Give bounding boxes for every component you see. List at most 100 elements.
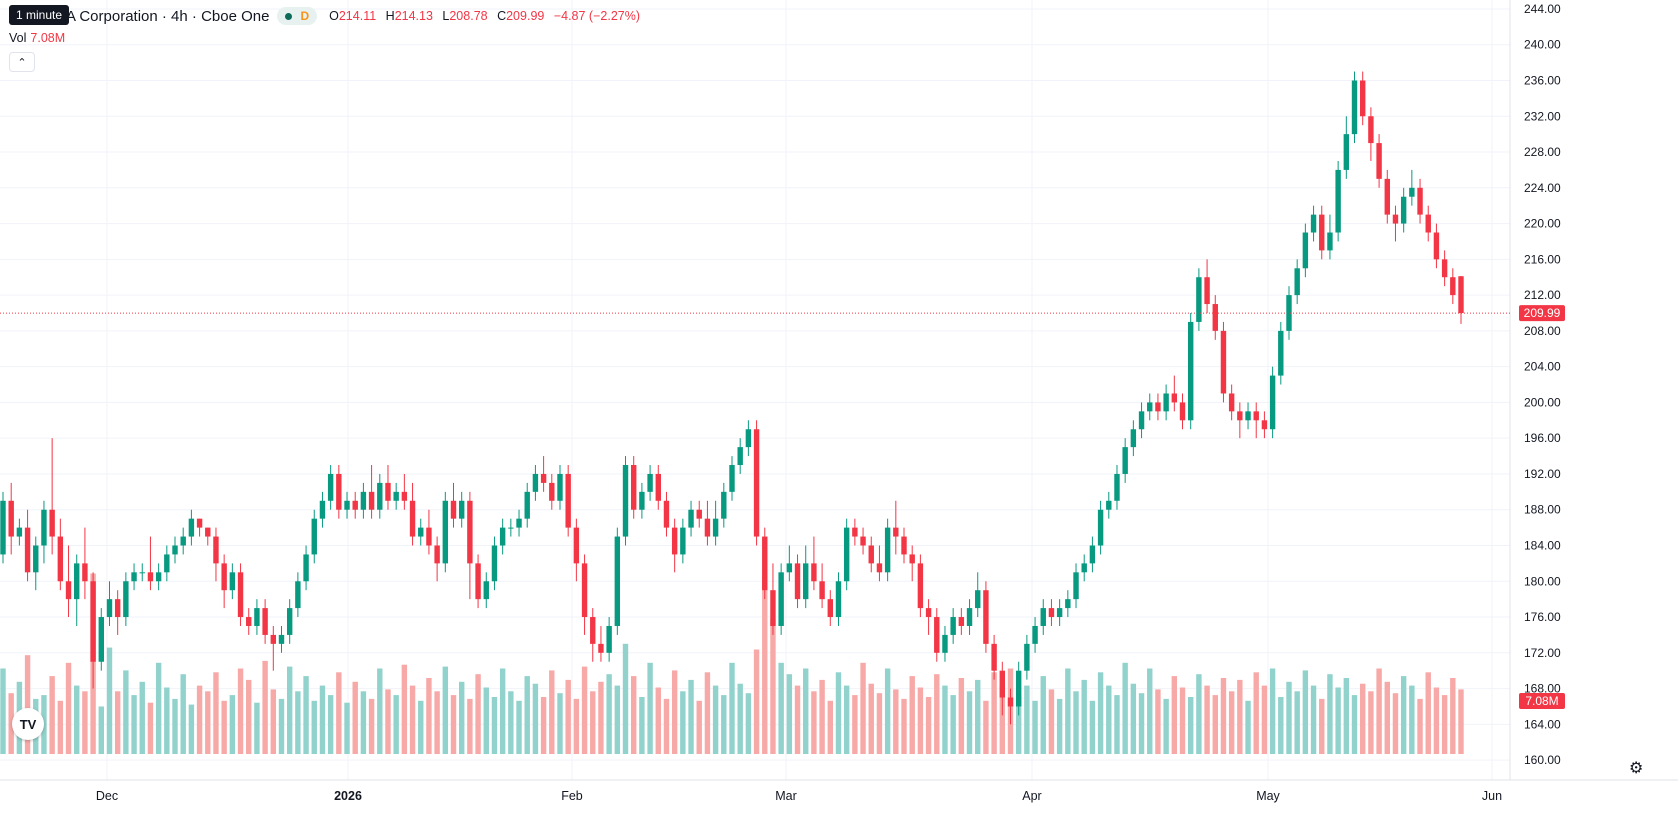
candle-body xyxy=(1089,545,1096,564)
volume-bar xyxy=(524,676,530,754)
ohlc-low-key: L xyxy=(442,9,450,23)
volume-bar xyxy=(352,681,358,754)
candle-body xyxy=(852,527,858,537)
volume-bar xyxy=(581,666,588,754)
y-tick-label: 172.00 xyxy=(1524,646,1561,660)
volume-bar xyxy=(409,685,416,754)
candle-body xyxy=(868,545,874,564)
candle-body xyxy=(762,536,768,591)
volume-bar xyxy=(622,643,629,754)
volume-bar xyxy=(606,674,612,754)
candle-body xyxy=(532,473,539,492)
volume-bar xyxy=(1097,672,1104,754)
x-tick-label: Dec xyxy=(96,789,118,803)
volume-bar xyxy=(246,679,252,754)
volume-bar xyxy=(704,672,711,754)
candle-body xyxy=(827,599,833,618)
candle-body xyxy=(172,545,178,555)
candle-body xyxy=(712,518,719,537)
volume-bar xyxy=(901,698,907,754)
volume-bar xyxy=(270,689,277,754)
y-tick-label: 168.00 xyxy=(1524,682,1561,696)
candle-body xyxy=(1327,232,1333,251)
volume-bar xyxy=(237,668,244,754)
candle-body xyxy=(1245,411,1251,421)
volume-bar xyxy=(532,683,539,754)
candle-body xyxy=(90,581,96,662)
volume-bar xyxy=(1065,668,1071,754)
market-status-badge[interactable]: D xyxy=(277,7,318,25)
candle-body xyxy=(1294,268,1300,296)
y-tick-label: 220.00 xyxy=(1524,217,1561,231)
volume-bar xyxy=(1204,685,1210,754)
volume-bar xyxy=(1294,691,1300,754)
candle-body xyxy=(1130,429,1137,448)
volume-bar xyxy=(860,662,866,754)
candle-body xyxy=(786,563,793,573)
volume-bar xyxy=(106,647,113,754)
candle-body xyxy=(1450,277,1456,296)
candle-body xyxy=(508,527,514,529)
volume-bar xyxy=(680,691,686,754)
volume-bar xyxy=(1122,662,1128,754)
candle-body xyxy=(909,554,915,564)
volume-bar xyxy=(418,700,424,754)
volume-bar xyxy=(1187,697,1194,754)
volume-bar xyxy=(401,664,408,754)
candle-body xyxy=(901,536,907,555)
volume-bar xyxy=(811,691,817,754)
volume-bar xyxy=(74,685,80,754)
volume-legend[interactable]: Vol 7.08M xyxy=(9,31,65,45)
candle-body xyxy=(1073,572,1079,600)
candle-body xyxy=(41,509,47,546)
volume-bar xyxy=(819,679,825,754)
volume-bar xyxy=(1360,683,1366,754)
candle-body xyxy=(590,617,596,644)
volume-bar xyxy=(942,685,948,754)
volume-bar xyxy=(1433,687,1440,754)
candle-body xyxy=(1302,232,1309,269)
y-tick-label: 192.00 xyxy=(1524,467,1561,481)
y-tick-label: 164.00 xyxy=(1524,717,1561,731)
candle-body xyxy=(1179,402,1186,421)
volume-bar xyxy=(573,698,580,754)
collapse-legend-button[interactable]: ⌃ xyxy=(9,52,35,72)
candle-body xyxy=(1040,608,1046,626)
gear-icon[interactable]: ⚙ xyxy=(1629,760,1644,777)
volume-bar xyxy=(155,662,162,754)
volume-bar xyxy=(188,704,195,754)
candle-body xyxy=(213,536,219,564)
candle-body xyxy=(262,608,268,635)
ohlc-close-value: 209.99 xyxy=(506,9,545,23)
candle-body xyxy=(352,500,358,510)
tradingview-logo-icon[interactable]: TV xyxy=(12,708,44,740)
last-price-label-bg xyxy=(1519,305,1565,322)
volume-bar xyxy=(565,679,571,754)
volume-bar xyxy=(65,662,72,754)
volume-bar xyxy=(1220,678,1227,754)
volume-bar xyxy=(1024,685,1030,754)
ohlc-open-key: O xyxy=(329,9,339,23)
volume-bar xyxy=(286,666,293,754)
volume-bar xyxy=(712,685,719,754)
interval-tooltip: 1 minute xyxy=(9,5,70,25)
symbol-title[interactable]: A Corporation · 4h · Cboe One xyxy=(66,7,270,25)
y-tick-label: 176.00 xyxy=(1524,610,1561,624)
candle-body xyxy=(1220,330,1227,394)
candle-body xyxy=(401,491,408,501)
volume-bar xyxy=(1343,678,1350,754)
candle-body xyxy=(565,473,571,528)
candle-body xyxy=(1032,625,1038,644)
candle-body xyxy=(1335,169,1341,233)
volume-bar xyxy=(1147,668,1153,754)
volume-bar xyxy=(950,695,956,754)
candle-body xyxy=(1458,276,1464,314)
volume-bar xyxy=(1163,698,1169,754)
volume-bar xyxy=(508,691,514,754)
candle-body xyxy=(794,563,801,600)
x-tick-label: Apr xyxy=(1022,789,1041,803)
candle-body xyxy=(1106,500,1112,510)
candle-body xyxy=(434,545,440,564)
volume-bar xyxy=(1106,685,1112,754)
